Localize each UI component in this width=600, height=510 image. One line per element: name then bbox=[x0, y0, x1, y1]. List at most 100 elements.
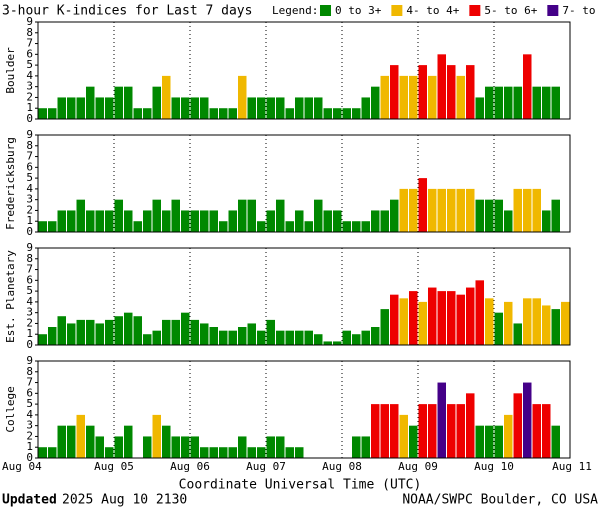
y-tick-label: 8 bbox=[26, 365, 33, 378]
bar bbox=[105, 319, 114, 345]
legend-swatch bbox=[469, 5, 481, 16]
bar bbox=[295, 210, 304, 232]
bar bbox=[352, 108, 361, 119]
y-tick-label: 8 bbox=[26, 26, 33, 39]
bar bbox=[323, 210, 332, 232]
y-tick-label: 3 bbox=[26, 306, 33, 319]
y-tick-label: 5 bbox=[26, 171, 33, 184]
bar bbox=[456, 294, 465, 345]
bar bbox=[95, 323, 104, 345]
bar bbox=[418, 301, 427, 345]
bar bbox=[428, 188, 437, 232]
bar bbox=[86, 425, 95, 458]
bar bbox=[485, 425, 494, 458]
bar bbox=[38, 334, 47, 345]
bar bbox=[333, 108, 342, 119]
bar bbox=[285, 330, 294, 345]
bar bbox=[352, 221, 361, 232]
bar bbox=[133, 221, 142, 232]
bar bbox=[295, 330, 304, 345]
bar bbox=[475, 425, 484, 458]
bar bbox=[209, 108, 218, 119]
bar bbox=[200, 447, 209, 458]
bar bbox=[409, 291, 418, 345]
bar bbox=[437, 382, 446, 458]
bar bbox=[494, 86, 503, 119]
panel-frame bbox=[37, 134, 571, 233]
bar bbox=[504, 301, 513, 345]
bar bbox=[399, 188, 408, 232]
bar bbox=[304, 97, 313, 119]
bar bbox=[76, 199, 85, 232]
bar bbox=[342, 330, 351, 345]
bar bbox=[371, 210, 380, 232]
bar bbox=[38, 108, 47, 119]
y-tick-label: 9 bbox=[26, 15, 33, 28]
y-tick-label: 2 bbox=[26, 316, 33, 329]
bar bbox=[361, 436, 370, 458]
bar bbox=[551, 86, 560, 119]
bar bbox=[466, 393, 475, 458]
bar bbox=[143, 436, 152, 458]
panel-frame bbox=[37, 247, 571, 346]
y-axis-title: Fredericksburg bbox=[4, 137, 17, 230]
x-tick-label: Aug 09 bbox=[398, 460, 438, 473]
y-tick-label: 3 bbox=[26, 419, 33, 432]
y-tick-label: 9 bbox=[26, 128, 33, 141]
legend-entry: 0 to 3+ bbox=[335, 4, 382, 17]
bar bbox=[209, 327, 218, 345]
x-tick-label: Aug 05 bbox=[94, 460, 134, 473]
bar bbox=[409, 188, 418, 232]
bar bbox=[399, 298, 408, 345]
bar bbox=[200, 323, 209, 345]
bar bbox=[200, 210, 209, 232]
bar bbox=[475, 280, 484, 345]
bar bbox=[152, 86, 161, 119]
bar bbox=[390, 404, 399, 458]
bar bbox=[532, 298, 541, 345]
y-tick-label: 7 bbox=[26, 376, 33, 389]
bar bbox=[143, 334, 152, 345]
bar bbox=[494, 312, 503, 345]
bar bbox=[48, 221, 57, 232]
bar bbox=[238, 327, 247, 345]
bar bbox=[409, 425, 418, 458]
y-axis-title: Est. Planetary bbox=[4, 250, 17, 343]
bar bbox=[276, 436, 285, 458]
y-tick-label: 3 bbox=[26, 193, 33, 206]
y-tick-label: 2 bbox=[26, 90, 33, 103]
bar bbox=[124, 86, 133, 119]
bar bbox=[209, 447, 218, 458]
y-tick-label: 5 bbox=[26, 284, 33, 297]
bar bbox=[456, 188, 465, 232]
bar bbox=[513, 86, 522, 119]
bar bbox=[171, 436, 180, 458]
legend-entry: 7- to 9 bbox=[562, 4, 600, 17]
y-tick-label: 0 bbox=[26, 225, 33, 238]
bar bbox=[504, 86, 513, 119]
bar bbox=[181, 312, 190, 345]
bar bbox=[295, 447, 304, 458]
bar bbox=[95, 210, 104, 232]
credit: NOAA/SWPC Boulder, CO USA bbox=[402, 493, 598, 508]
bar bbox=[399, 414, 408, 458]
bar bbox=[447, 65, 456, 119]
bar bbox=[152, 199, 161, 232]
updated-label: Updated bbox=[2, 493, 57, 508]
bar bbox=[276, 330, 285, 345]
bar bbox=[532, 404, 541, 458]
bar bbox=[485, 298, 494, 345]
bar bbox=[532, 86, 541, 119]
bar bbox=[228, 210, 237, 232]
bar bbox=[504, 414, 513, 458]
bar bbox=[162, 425, 171, 458]
chart-title: 3-hour K-indices for Last 7 days bbox=[2, 4, 252, 19]
bar bbox=[124, 210, 133, 232]
y-tick-label: 0 bbox=[26, 451, 33, 464]
bar bbox=[238, 199, 247, 232]
bar bbox=[494, 425, 503, 458]
bar bbox=[266, 436, 275, 458]
bar bbox=[76, 414, 85, 458]
bar bbox=[333, 210, 342, 232]
bar bbox=[304, 221, 313, 232]
